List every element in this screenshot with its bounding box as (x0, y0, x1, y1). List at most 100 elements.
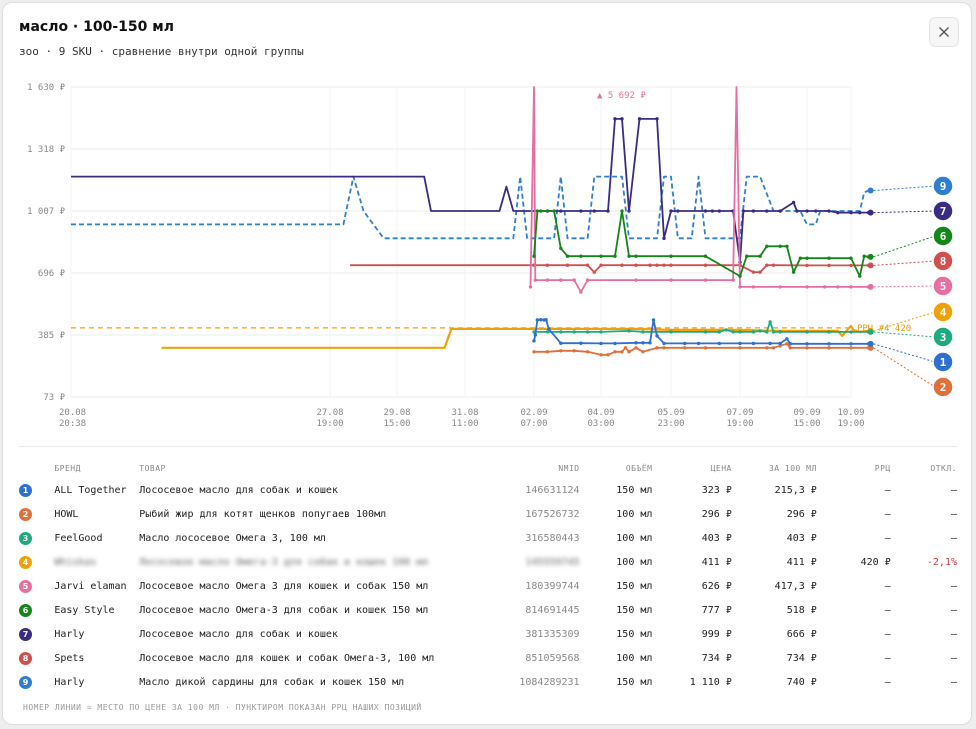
x-tick-label: 20.08 20:38 (59, 408, 86, 429)
data-point (717, 330, 721, 334)
per100-cell: 215,3 ₽ (774, 484, 817, 496)
close-button[interactable] (929, 17, 959, 47)
table-row[interactable]: 2 HOWL Рыбий жир для котят щенков попугаев… (19, 502, 957, 526)
data-point (552, 209, 556, 213)
data-point (805, 330, 809, 334)
series-badge-7[interactable]: 7 (932, 200, 954, 222)
product-cell: Масло дикой сардины для собак и кошек 15… (139, 676, 405, 688)
data-point (778, 209, 782, 213)
data-point (655, 117, 659, 121)
series-end-point (867, 187, 874, 194)
deviation-cell: — (950, 484, 957, 496)
series-badge-8[interactable]: 8 (932, 250, 954, 272)
series-badge-number: 9 (940, 180, 947, 193)
data-point (655, 263, 659, 267)
rank-cell: 9 (19, 670, 54, 694)
x-tick-date: 10.09 (837, 408, 864, 418)
series-badge-3[interactable]: 3 (932, 326, 954, 348)
data-point (662, 346, 666, 350)
data-point (669, 263, 673, 267)
y-tick-label: 696 ₽ (38, 269, 66, 279)
data-point (592, 209, 596, 213)
data-point (620, 209, 624, 213)
data-point (669, 209, 673, 213)
table-row[interactable]: 4 Whiskas Лососевое масло Омега-3 для соба… (19, 550, 957, 574)
brand-column-header: БРЕНД (54, 463, 81, 473)
x-tick-time: 15:00 (793, 419, 820, 429)
data-point (836, 210, 840, 215)
data-point (669, 278, 673, 282)
data-point (791, 200, 796, 205)
data-point (533, 333, 538, 337)
rrp-label: РРЦ #4 420 (857, 324, 911, 334)
brand-cell: ALL Together (54, 484, 127, 496)
x-tick-label: 10.09 19:00 (837, 408, 864, 429)
table-row[interactable]: 6 Easy Style Лососевое масло Омега-3 для с… (19, 598, 957, 622)
series-line-3 (534, 321, 869, 333)
data-point (535, 318, 540, 322)
rank-cell: 5 (19, 574, 54, 598)
data-point (738, 285, 742, 289)
table-row[interactable]: 9 Harly Масло дикой сардины для собак и ко… (19, 670, 957, 694)
data-point (559, 330, 563, 334)
nmid-cell: 381335309 (525, 628, 580, 640)
series-end-point (867, 283, 874, 290)
series-badge-4[interactable]: 4 (932, 301, 954, 323)
data-point (785, 244, 789, 248)
data-point (634, 254, 638, 258)
data-point (532, 339, 536, 343)
badge-leader (873, 260, 936, 266)
table-row[interactable]: 5 Jarvi elaman Лососевое масло Омега 3 для… (19, 574, 957, 598)
table-row[interactable]: 8 Spets Лососевое масло для кошек и собак … (19, 646, 957, 670)
series-badge-number: 7 (940, 205, 947, 218)
series-badge-5[interactable]: 5 (932, 275, 954, 297)
footnote: НОМЕР ЛИНИИ = МЕСТО ПО ЦЕНЕ ЗА 100 МЛ · … (23, 703, 422, 712)
table-row[interactable]: 1 ALL Together Лососевое масло для собак и… (19, 478, 957, 502)
data-point (771, 346, 776, 350)
data-point (827, 346, 831, 350)
data-point (572, 278, 576, 282)
table-row[interactable]: 7 Harly Лососевое масло для собак и кошек 3… (19, 622, 957, 646)
brand-cell: Harly (54, 628, 85, 640)
rank-badge: 1 (19, 483, 32, 497)
price-cell: 323 ₽ (701, 484, 732, 496)
series-line-7 (71, 118, 869, 264)
data-point (751, 209, 756, 213)
series-badge-9[interactable]: 9 (932, 175, 954, 197)
x-tick-time: 23:00 (657, 419, 684, 429)
data-point (717, 341, 721, 346)
x-tick-date: 07.09 (726, 408, 753, 418)
x-tick-date: 04.09 (587, 408, 614, 418)
price-cell: 777 ₽ (701, 604, 732, 616)
x-tick-label: 07.09 19:00 (726, 408, 753, 429)
series-badge-1[interactable]: 1 (932, 351, 954, 373)
data-point (535, 209, 540, 213)
series-badge-circle (932, 175, 954, 197)
data-point (703, 278, 708, 282)
data-point (599, 330, 603, 334)
per100-column-header: ЗА 100 МЛ (768, 463, 817, 473)
data-point (572, 349, 576, 353)
per100-cell: 740 ₽ (786, 676, 817, 688)
data-point (858, 210, 862, 215)
series-badge-number: 3 (940, 331, 947, 344)
table-row[interactable]: 3 FeelGood Масло лососевое Омега 3, 100 мл… (19, 526, 957, 550)
data-point (648, 263, 652, 267)
data-point (592, 270, 596, 274)
data-point (849, 285, 853, 289)
x-tick-date: 29.08 (383, 408, 410, 418)
per100-cell: 403 ₽ (786, 532, 817, 544)
data-point (778, 330, 782, 334)
series-end-point (867, 340, 874, 347)
data-point (655, 334, 659, 338)
data-point (627, 329, 631, 333)
rank-cell: 8 (19, 646, 54, 670)
series-badge-6[interactable]: 6 (932, 225, 954, 247)
rrp-cell: — (884, 676, 891, 688)
data-point (620, 117, 624, 121)
series-badge-circle (932, 225, 954, 247)
data-point (579, 254, 583, 258)
data-point (533, 278, 538, 282)
data-point (827, 263, 831, 268)
series-badge-2[interactable]: 2 (932, 376, 954, 398)
